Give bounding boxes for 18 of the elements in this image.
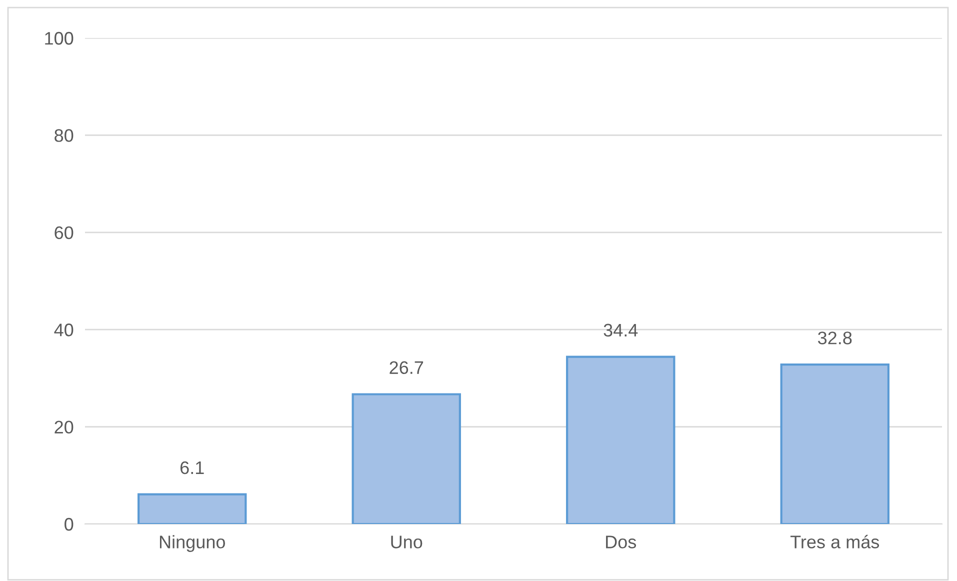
x-tick-label: Uno xyxy=(391,536,422,548)
x-tick-label: Dos xyxy=(606,536,636,548)
x-tick-label: Tres a más xyxy=(790,534,880,548)
y-tick-label: 40 xyxy=(54,324,74,336)
y-tick-label: 80 xyxy=(54,129,74,142)
bar xyxy=(352,393,461,524)
bar xyxy=(780,364,890,524)
data-label: 26.7 xyxy=(390,361,424,374)
data-label: 32.8 xyxy=(818,332,852,344)
y-tick-label: 20 xyxy=(54,420,74,434)
data-label: 34.4 xyxy=(604,324,638,337)
y-tick-label: 100 xyxy=(45,32,74,45)
x-tick-label: Ninguno xyxy=(160,535,225,552)
y-tick-label: 60 xyxy=(54,226,74,240)
bar xyxy=(566,356,676,524)
y-tick-label: 0 xyxy=(64,518,74,531)
bar xyxy=(138,493,247,524)
data-label: 6.1 xyxy=(180,461,204,474)
